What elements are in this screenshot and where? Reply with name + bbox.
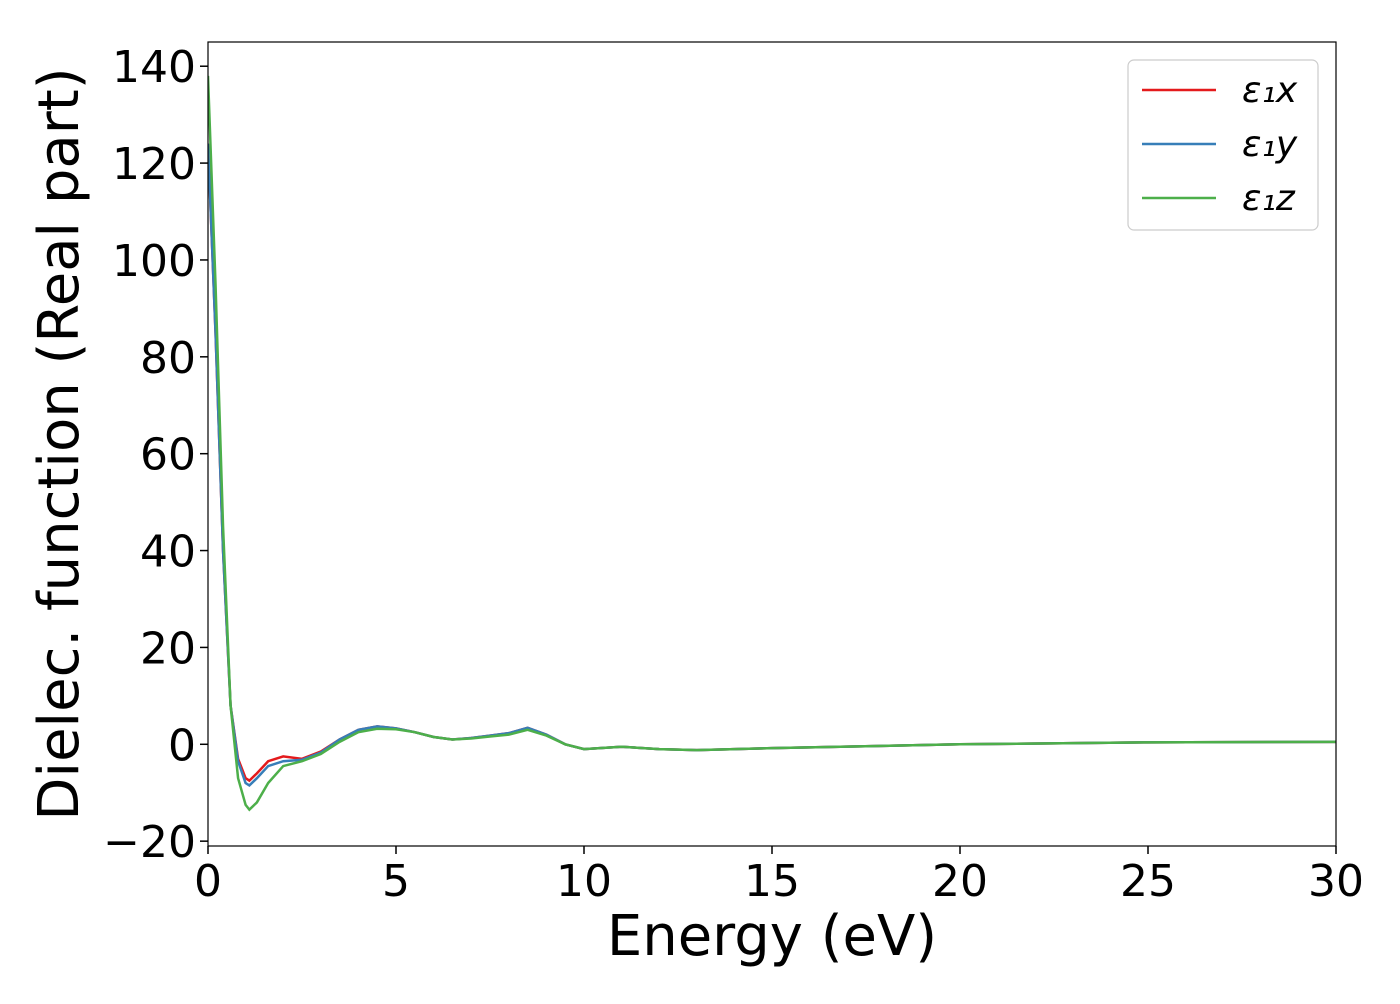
- y-tick-label: 120: [112, 139, 196, 190]
- y-tick-label: 0: [168, 720, 196, 771]
- x-tick-label: 10: [556, 856, 612, 907]
- y-tick-label: 80: [140, 333, 196, 384]
- x-tick-label: 5: [382, 856, 410, 907]
- x-tick-label: 0: [194, 856, 222, 907]
- x-tick-label: 30: [1308, 856, 1364, 907]
- x-tick-label: 25: [1120, 856, 1176, 907]
- y-axis-label: Dielec. function (Real part): [27, 67, 92, 820]
- legend-label: ε₁z: [1242, 178, 1296, 219]
- y-tick-label: 40: [140, 527, 196, 578]
- x-tick-label: 15: [744, 856, 800, 907]
- legend-label: ε₁y: [1242, 124, 1298, 165]
- series-line: [208, 75, 1336, 812]
- plot-frame: [207, 41, 1337, 847]
- y-tick-label: −20: [103, 817, 196, 868]
- x-axis-label: Energy (eV): [607, 904, 937, 969]
- series-line: [208, 143, 1336, 788]
- y-tick-label: 100: [112, 236, 196, 287]
- series-line: [208, 143, 1336, 783]
- x-tick-label: 20: [932, 856, 988, 907]
- y-tick-label: 140: [112, 42, 196, 93]
- legend-box: [1127, 59, 1319, 231]
- y-tick-label: 20: [140, 623, 196, 674]
- y-tick-label: 60: [140, 430, 196, 481]
- legend-label: ε₁x: [1242, 70, 1298, 111]
